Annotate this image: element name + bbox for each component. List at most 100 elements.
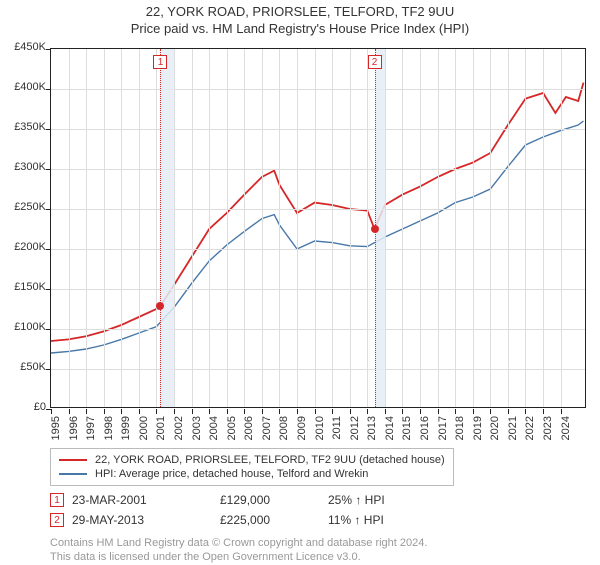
highlight-band [160, 49, 174, 407]
gridline-h [51, 369, 585, 370]
sale-row-marker: 2 [50, 513, 64, 527]
chart-lines-svg [51, 49, 587, 409]
sale-marker-box: 2 [368, 55, 382, 69]
series-line-property [51, 83, 584, 341]
gridline-v [86, 49, 87, 407]
x-axis-label: 2007 [261, 416, 273, 450]
series-line-hpi [51, 121, 584, 353]
gridline-v [420, 49, 421, 407]
x-axis-label: 2008 [278, 416, 290, 450]
sale-delta: 25% ↑ HPI [328, 493, 428, 507]
x-axis-label: 2022 [524, 416, 536, 450]
y-axis-label: £300K [0, 161, 46, 173]
gridline-v [279, 49, 280, 407]
gridline-h [51, 329, 585, 330]
sale-point-dot [371, 225, 379, 233]
chart-plot-area: 12 [50, 48, 586, 408]
x-axis-label: 2017 [437, 416, 449, 450]
legend-label: HPI: Average price, detached house, Telf… [95, 468, 368, 480]
gridline-v [385, 49, 386, 407]
y-axis-label: £200K [0, 241, 46, 253]
x-axis-label: 2019 [472, 416, 484, 450]
gridline-h [51, 289, 585, 290]
gridline-v [543, 49, 544, 407]
title-main: 22, YORK ROAD, PRIORSLEE, TELFORD, TF2 9… [0, 4, 600, 19]
gridline-h [51, 129, 585, 130]
sale-vline [160, 49, 161, 407]
x-axis-label: 1997 [85, 416, 97, 450]
gridline-v [139, 49, 140, 407]
gridline-h [51, 249, 585, 250]
gridline-v [367, 49, 368, 407]
gridline-v [561, 49, 562, 407]
sale-delta: 11% ↑ HPI [328, 513, 428, 527]
x-axis-label: 2023 [542, 416, 554, 450]
x-axis-label: 2024 [560, 416, 572, 450]
x-axis-label: 1998 [103, 416, 115, 450]
legend-label: 22, YORK ROAD, PRIORSLEE, TELFORD, TF2 9… [95, 454, 445, 466]
gridline-v [262, 49, 263, 407]
x-axis-label: 1996 [68, 416, 80, 450]
gridline-v [244, 49, 245, 407]
gridline-v [332, 49, 333, 407]
sale-row: 123-MAR-2001£129,00025% ↑ HPI [50, 490, 428, 510]
x-axis-label: 2003 [191, 416, 203, 450]
x-axis-label: 2012 [349, 416, 361, 450]
sale-row: 2 29-MAY-2013 £225,000 11% ↑ HPI [50, 510, 428, 530]
sale-date: 29-MAY-2013 [72, 513, 212, 527]
x-axis-label: 2015 [401, 416, 413, 450]
sale-price: £129,000 [220, 493, 320, 507]
sale-row-marker: 1 [50, 493, 64, 507]
x-axis-label: 2000 [138, 416, 150, 450]
chart-title-block: 22, YORK ROAD, PRIORSLEE, TELFORD, TF2 9… [0, 0, 600, 36]
gridline-v [473, 49, 474, 407]
gridline-h [51, 169, 585, 170]
gridline-v [192, 49, 193, 407]
gridline-v [297, 49, 298, 407]
sale-point-dot [156, 302, 164, 310]
gridline-v [455, 49, 456, 407]
x-axis-label: 2001 [155, 416, 167, 450]
gridline-v [402, 49, 403, 407]
gridline-v [350, 49, 351, 407]
gridline-v [508, 49, 509, 407]
x-axis-label: 1995 [50, 416, 62, 450]
x-axis-label: 2011 [331, 416, 343, 450]
gridline-v [227, 49, 228, 407]
license-line-2: This data is licensed under the Open Gov… [50, 550, 427, 564]
y-axis-label: £400K [0, 81, 46, 93]
x-axis-label: 2006 [243, 416, 255, 450]
y-axis-label: £100K [0, 321, 46, 333]
x-axis-label: 2013 [366, 416, 378, 450]
x-axis-label: 2002 [173, 416, 185, 450]
gridline-v [490, 49, 491, 407]
x-axis-label: 1999 [120, 416, 132, 450]
legend-row: HPI: Average price, detached house, Telf… [59, 467, 445, 481]
y-axis-label: £350K [0, 121, 46, 133]
x-axis-label: 2010 [314, 416, 326, 450]
gridline-v [104, 49, 105, 407]
legend-box: 22, YORK ROAD, PRIORSLEE, TELFORD, TF2 9… [50, 448, 454, 486]
legend-swatch [59, 473, 87, 475]
title-sub: Price paid vs. HM Land Registry's House … [0, 21, 600, 36]
gridline-v [121, 49, 122, 407]
legend-swatch [59, 459, 87, 461]
sale-marker-box: 1 [153, 55, 167, 69]
y-axis-label: £50K [0, 361, 46, 373]
gridline-v [209, 49, 210, 407]
gridline-h [51, 89, 585, 90]
gridline-v [315, 49, 316, 407]
x-axis-label: 2004 [208, 416, 220, 450]
gridline-v [525, 49, 526, 407]
gridline-h [51, 209, 585, 210]
gridline-v [156, 49, 157, 407]
gridline-v [438, 49, 439, 407]
x-axis-label: 2020 [489, 416, 501, 450]
sale-price: £225,000 [220, 513, 320, 527]
y-axis-label: £250K [0, 201, 46, 213]
gridline-v [174, 49, 175, 407]
license-text: Contains HM Land Registry data © Crown c… [50, 536, 427, 565]
gridline-v [69, 49, 70, 407]
x-axis-label: 2009 [296, 416, 308, 450]
x-axis-label: 2005 [226, 416, 238, 450]
